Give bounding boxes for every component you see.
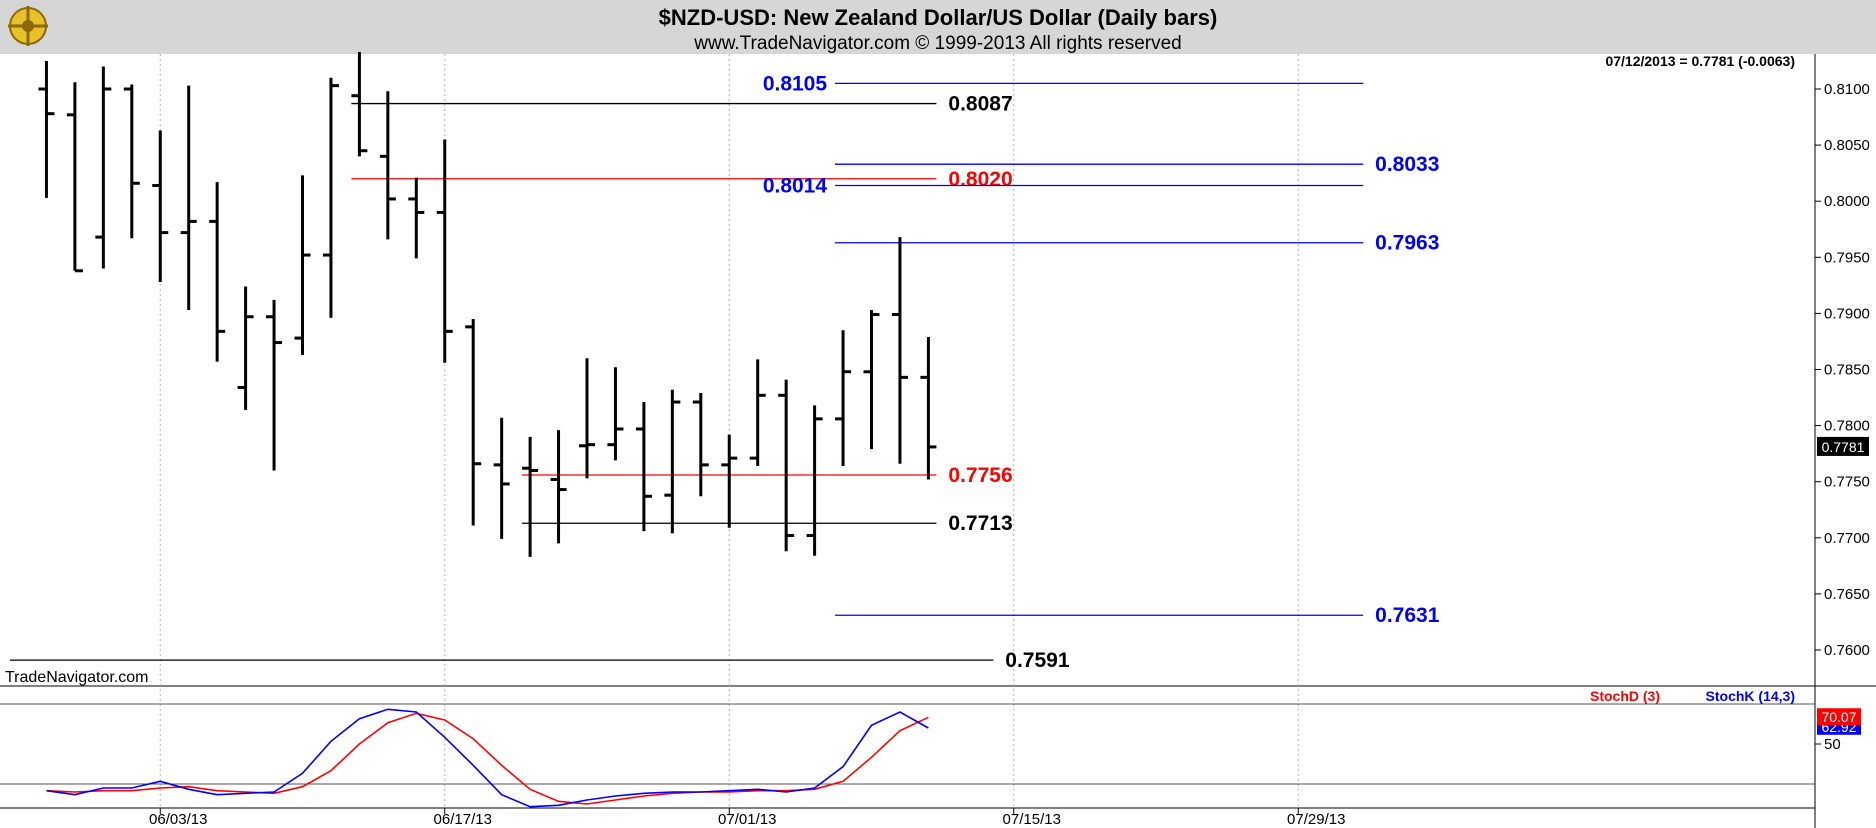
level-label: 0.8020 [948, 168, 1012, 191]
ohlc-bar [749, 359, 766, 466]
ohlc-bar [266, 299, 283, 471]
ohlc-bar [180, 85, 197, 311]
level-label: 0.8105 [763, 72, 828, 95]
level-label: 0.8033 [1375, 153, 1439, 176]
level-label: 0.7591 [1005, 649, 1070, 672]
ohlc-bar [635, 402, 652, 532]
date-tick-label: 06/03/13 [149, 811, 207, 828]
ohlc-bar [209, 182, 226, 362]
price-tick-label: 0.8100 [1824, 81, 1870, 98]
date-axis: 06/03/13 06/17/13 07/01/13 07/15/13 07/29/13 [0, 807, 1815, 828]
ohlc-bar [379, 91, 396, 240]
price-tick-label: 0.7800 [1824, 418, 1870, 435]
support-resistance-levels: 0.8105 0.8087 0.8033 0.8020 0.8014 0.7963 0.77… [10, 72, 1440, 672]
date-tick-label: 07/29/13 [1287, 811, 1345, 828]
copyright-text: www.TradeNavigator.com © 1999-2013 All r… [693, 33, 1181, 54]
stoch-series-line [46, 712, 929, 805]
level-label: 0.7963 [1375, 232, 1439, 255]
ohlc-bar [66, 82, 83, 273]
stoch-series-line [46, 708, 929, 808]
price-tick-label: 0.7700 [1824, 530, 1870, 547]
last-price-label: 0.7781 [1822, 439, 1865, 455]
date-tick-label: 07/15/13 [1003, 811, 1061, 828]
price-tick-label: 0.8000 [1824, 193, 1870, 210]
ohlc-bar [579, 358, 595, 479]
ohlc-bar [607, 367, 624, 461]
level-label: 0.7631 [1375, 604, 1440, 627]
stoch-d-value-box: 70.07 [1817, 708, 1861, 726]
ohlc-bar [778, 379, 795, 552]
logo-icon [8, 6, 48, 46]
price-tick-label: 0.7900 [1824, 305, 1870, 322]
level-label: 0.8087 [948, 93, 1012, 116]
ohlc-bar [550, 430, 567, 544]
ohlc-bar [465, 319, 482, 526]
level-label: 0.8014 [763, 174, 828, 197]
ohlc-bar [835, 330, 852, 466]
chart-title: $NZD-USD: New Zealand Dollar/US Dollar (… [659, 5, 1218, 30]
ohlc-bar [95, 66, 112, 269]
ohlc-bar [237, 286, 254, 410]
ohlc-bar [436, 139, 453, 363]
stoch-d-value-bg [1817, 708, 1861, 726]
ohlc-bar [38, 60, 55, 198]
level-label: 0.7713 [948, 512, 1012, 535]
price-tick-label: 0.7750 [1824, 474, 1870, 491]
ohlc-bar [123, 84, 140, 239]
ohlc-bar [863, 310, 880, 450]
ohlc-bar [920, 336, 937, 480]
watermark-text: TradeNavigator.com [5, 669, 148, 686]
price-tick-label: 0.8050 [1824, 137, 1870, 154]
ohlc-bar [351, 51, 368, 157]
price-axis: 0.8100 0.8050 0.8000 0.7950 0.7900 0.7850 0.78… [1815, 81, 1870, 659]
header-band [0, 0, 1876, 54]
ohlc-bar [522, 436, 539, 557]
stoch-tick-label: 50 [1824, 736, 1841, 753]
price-bars [38, 51, 937, 557]
ohlc-bar [891, 237, 908, 464]
ohlc-bar [322, 77, 339, 318]
level-label: 0.7756 [948, 464, 1012, 487]
price-panel [0, 54, 1815, 684]
ohlc-bar [408, 177, 425, 259]
price-tick-label: 0.7850 [1824, 362, 1870, 379]
price-tick-label: 0.7650 [1824, 586, 1870, 603]
last-quote-text: 07/12/2013 = 0.7781 (-0.0063) [1605, 53, 1795, 69]
price-tick-label: 0.7950 [1824, 249, 1870, 266]
ohlc-bar [493, 417, 510, 539]
ohlc-bar [664, 389, 681, 534]
price-tick-label: 0.7600 [1824, 642, 1870, 659]
ohlc-bar [806, 405, 823, 556]
last-price-marker: 0.7781 [1817, 436, 1869, 456]
legend-stoch-d: StochD (3) [1590, 688, 1660, 704]
ohlc-bar [721, 434, 738, 528]
date-tick-label: 06/17/13 [434, 811, 492, 828]
ohlc-bar [294, 175, 311, 355]
legend-stoch-k: StochK (14,3) [1706, 688, 1795, 704]
ohlc-bar [152, 130, 169, 282]
stoch-d-value: 70.07 [1821, 709, 1856, 725]
ohlc-bar [692, 393, 709, 497]
date-tick-label: 07/01/13 [718, 811, 776, 828]
